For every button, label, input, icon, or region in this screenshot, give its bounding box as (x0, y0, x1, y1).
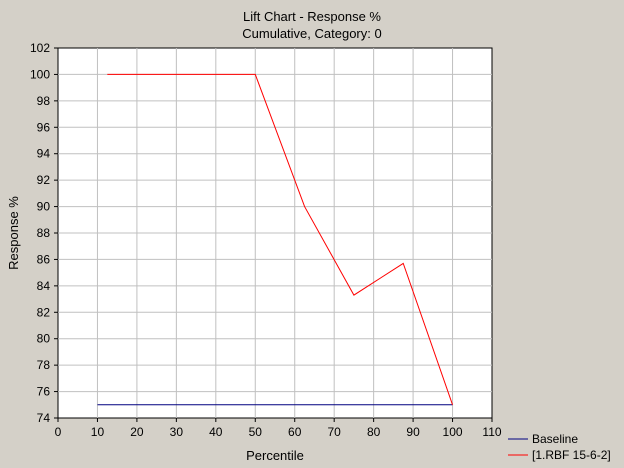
x-tick-label: 40 (209, 425, 223, 439)
x-tick-label: 80 (367, 425, 381, 439)
y-tick-label: 98 (37, 94, 51, 108)
x-tick-label: 10 (91, 425, 105, 439)
y-tick-label: 88 (37, 226, 51, 240)
x-tick-label: 50 (249, 425, 263, 439)
y-tick-label: 74 (37, 411, 51, 425)
x-tick-label: 100 (443, 425, 463, 439)
series-line-rbf (107, 73, 454, 405)
y-tick-label: 90 (37, 200, 51, 214)
x-tick-label: 70 (328, 425, 342, 439)
axis-ticks: 0 10 20 30 40 50 60 70 80 90 100 110 74 76 78 80 82 84 86 8… (30, 41, 502, 439)
y-tick-label: 86 (37, 252, 51, 266)
x-axis-label: Percentile (246, 448, 304, 463)
y-tick-label: 82 (37, 305, 51, 319)
x-tick-label: 110 (482, 425, 501, 439)
legend-label: [1.RBF 15-6-2] (532, 448, 611, 462)
chart-title: Lift Chart - Response % (243, 9, 381, 24)
x-tick-label: 20 (130, 425, 144, 439)
chart-subtitle: Cumulative, Category: 0 (242, 26, 381, 41)
x-tick-label: 60 (288, 425, 302, 439)
y-tick-label: 92 (37, 173, 51, 187)
y-axis-label: Response % (6, 196, 21, 270)
y-tick-label: 96 (37, 120, 51, 134)
y-tick-label: 78 (37, 358, 51, 372)
y-tick-label: 100 (30, 67, 50, 81)
y-tick-label: 102 (30, 41, 50, 55)
legend: Baseline [1.RBF 15-6-2] (508, 432, 611, 462)
legend-label: Baseline (532, 432, 578, 446)
y-tick-label: 76 (37, 385, 51, 399)
grid-lines (58, 48, 492, 418)
y-tick-label: 80 (37, 332, 51, 346)
series-lines (97, 73, 454, 406)
x-tick-label: 90 (406, 425, 420, 439)
y-tick-label: 84 (37, 279, 51, 293)
x-tick-label: 30 (170, 425, 184, 439)
y-tick-label: 94 (37, 147, 51, 161)
x-tick-label: 0 (55, 425, 62, 439)
